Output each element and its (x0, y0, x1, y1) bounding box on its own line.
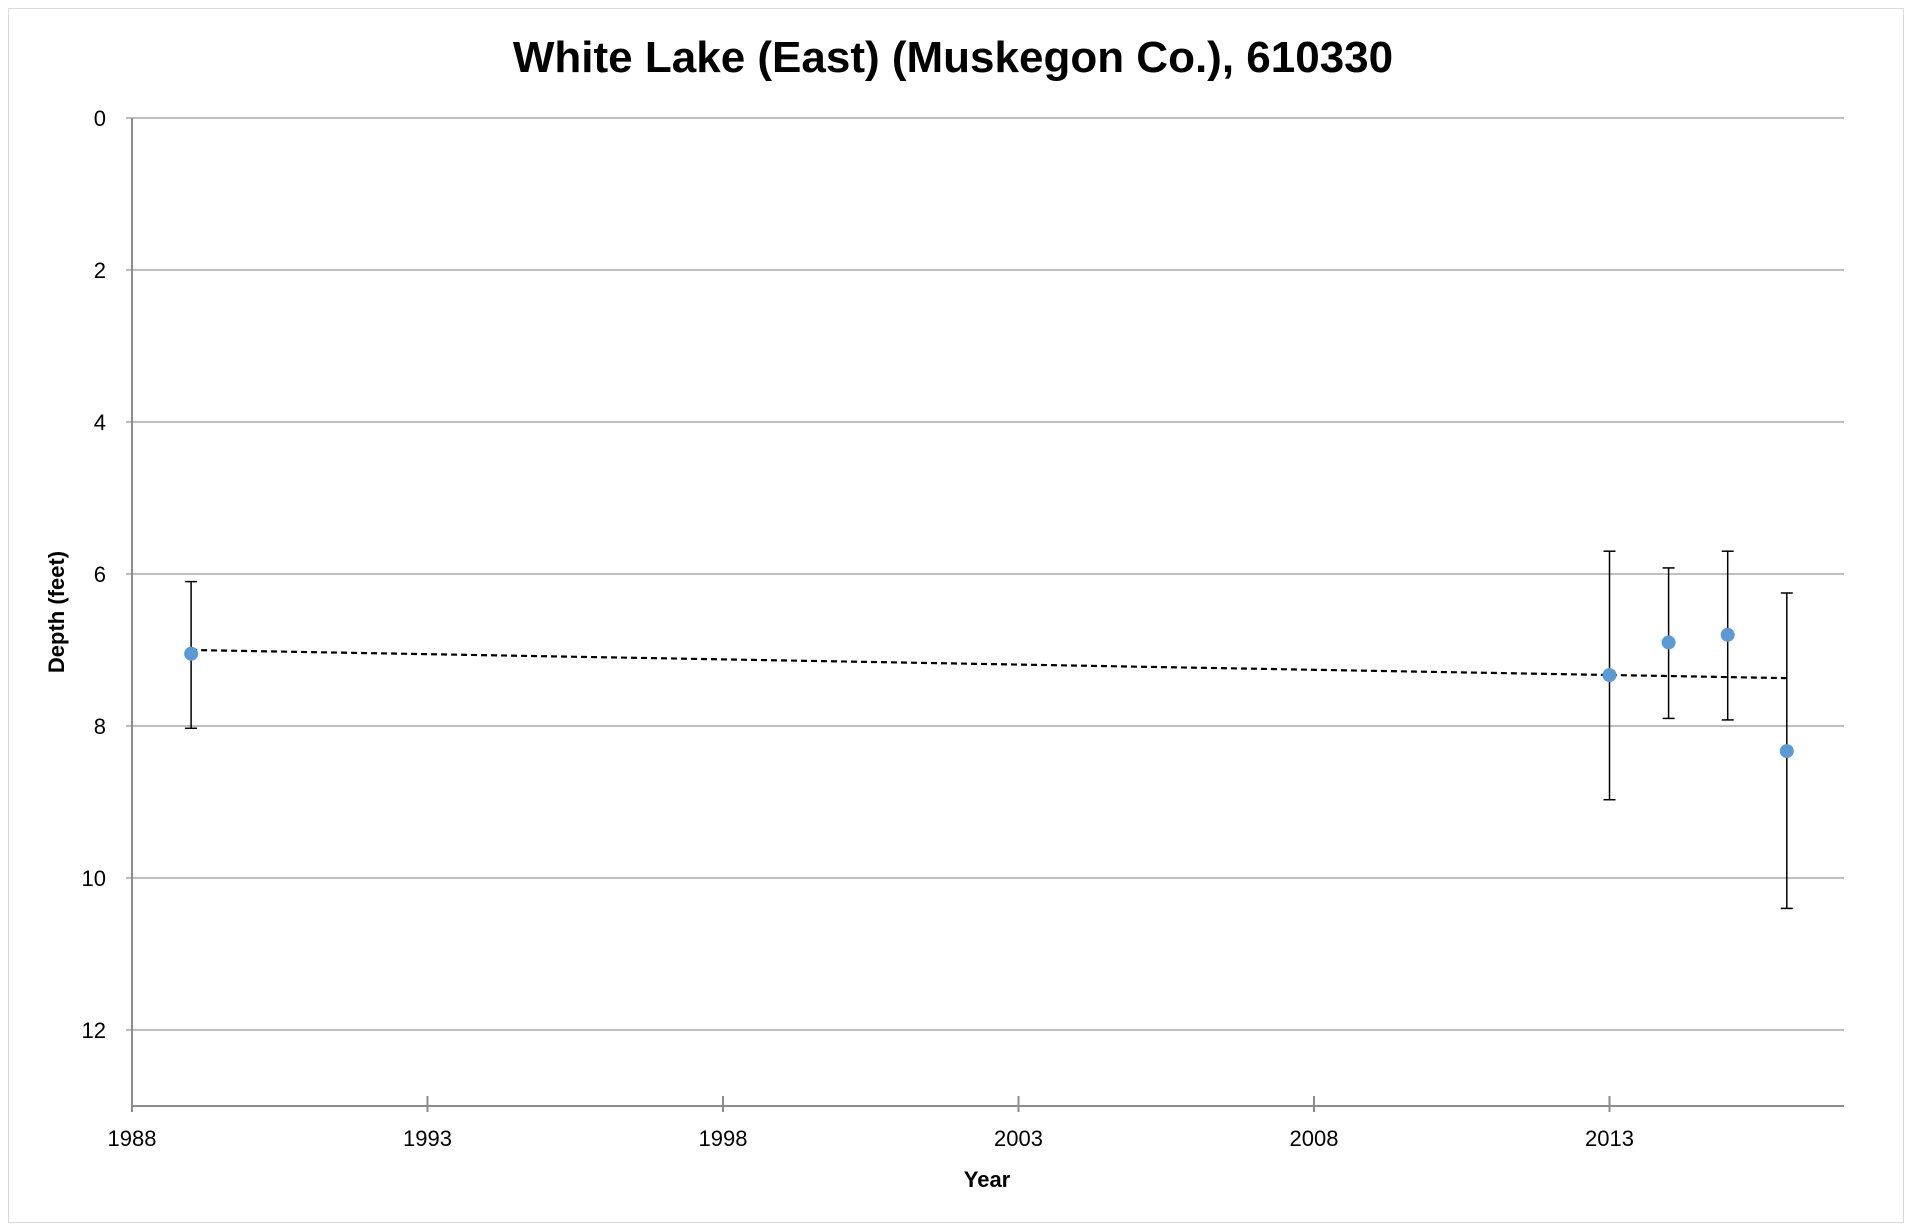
data-point (184, 646, 199, 661)
y-tick-label: 6 (94, 562, 106, 587)
y-tick-label: 12 (82, 1018, 106, 1043)
data-point (1602, 668, 1617, 683)
data-point (1661, 635, 1676, 650)
error-bars (185, 550, 1793, 910)
y-tick-label: 10 (82, 866, 106, 891)
y-tick-label: 2 (94, 258, 106, 283)
gridlines (126, 117, 1844, 1031)
trendline-group (191, 648, 1787, 680)
y-tick-label: 4 (94, 410, 106, 435)
chart-title: White Lake (East) (Muskegon Co.), 610330 (513, 33, 1393, 82)
x-tick-label: 2013 (1585, 1126, 1634, 1151)
x-tick-label: 1998 (699, 1126, 748, 1151)
trendline (191, 648, 1787, 680)
data-points (184, 627, 1794, 759)
data-point (1779, 744, 1794, 759)
chart-frame (8, 8, 1904, 1223)
y-axis-title: Depth (feet) (44, 551, 69, 673)
x-axis-title: Year (964, 1167, 1011, 1192)
data-point (1720, 627, 1735, 642)
x-tick-label: 2003 (994, 1126, 1043, 1151)
axes (131, 118, 1844, 1112)
x-tick-label: 1988 (108, 1126, 157, 1151)
y-tick-label: 0 (94, 106, 106, 131)
x-tick-label: 2008 (1290, 1126, 1339, 1151)
y-tick-label: 8 (94, 714, 106, 739)
x-tick-label: 1993 (403, 1126, 452, 1151)
tick-labels: 0 2 4 6 8 10 12 1988 1993 1998 2003 2008 2013 (82, 106, 1634, 1151)
